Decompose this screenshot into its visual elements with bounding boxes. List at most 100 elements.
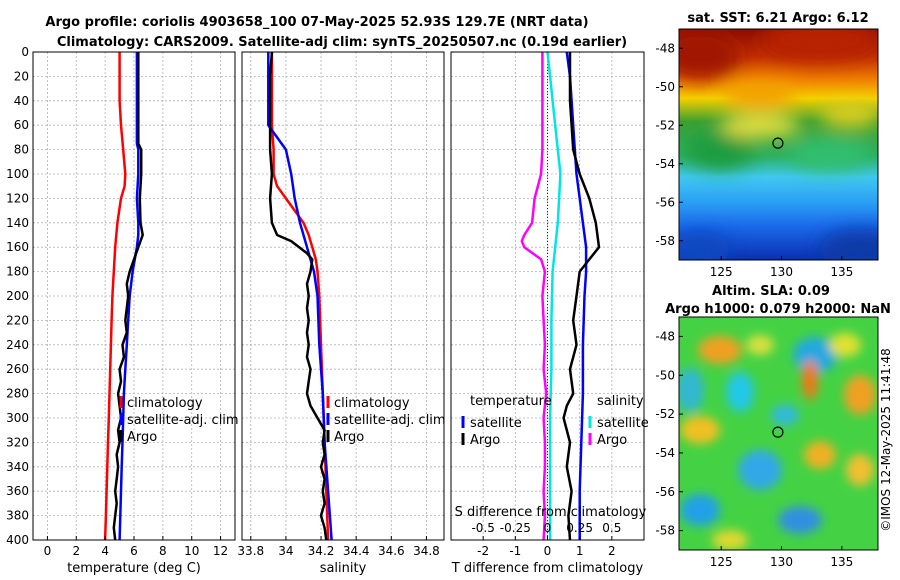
- x-tick-label: 2: [72, 544, 80, 558]
- depth-tick-label: 180: [6, 265, 29, 279]
- sst-map-frame: [678, 28, 879, 261]
- sla-map-subtitle: Argo h1000: 0.079 h2000: NaN: [665, 302, 891, 317]
- x-tick-label: 8: [159, 544, 167, 558]
- map-x-tick-label: 125: [710, 265, 733, 279]
- series-line-satellite-adj-clim: [118, 52, 140, 540]
- depth-tick-label: 0: [21, 45, 29, 59]
- legend-label: satellite: [470, 416, 522, 431]
- map-y-tick-label: -52: [655, 118, 675, 132]
- depth-tick-label: 20: [14, 69, 29, 83]
- depth-tick-label: 300: [6, 411, 29, 425]
- top-tick-label: -0.5: [471, 521, 494, 535]
- x-tick-label: 34: [278, 544, 293, 558]
- depth-tick-label: 280: [6, 387, 29, 401]
- legend-label: Argo: [597, 433, 627, 448]
- figure-title-line1: Argo profile: coriolis 4903658_100 07-Ma…: [45, 15, 588, 30]
- depth-tick-label: 360: [6, 484, 29, 498]
- sla-map-frame: [678, 316, 879, 551]
- depth-tick-label: 160: [6, 240, 29, 254]
- x-tick-label: -1: [509, 544, 521, 558]
- sst-field: [679, 29, 878, 260]
- x-axis-label: T difference from climatology: [451, 561, 644, 576]
- x-tick-label: 1: [576, 544, 584, 558]
- map-y-tick-label: -58: [655, 524, 675, 538]
- x-tick-label: -2: [477, 544, 489, 558]
- salinity-panel: 33.8 34 34.2 34.4 34.6 34.8 salinity climatolog…: [237, 51, 446, 576]
- depth-tick-label: 220: [6, 313, 29, 327]
- top-tick-label: 0.5: [602, 521, 621, 535]
- map-y-tick-label: -56: [655, 485, 675, 499]
- legend-title-temperature: temperature: [470, 394, 552, 409]
- legend-label: satellite: [597, 416, 649, 431]
- series-line-temperature-argo: [562, 52, 601, 540]
- series-line-argo: [112, 52, 144, 540]
- series-line-satellite-adj-clim: [267, 52, 333, 540]
- sst-map-axes: 125 130 135 -48 -50 -52 -54 -56 -58: [655, 41, 853, 279]
- map-y-tick-label: -48: [655, 329, 675, 343]
- panel-frame: [241, 51, 445, 541]
- depth-tick-label: 200: [6, 289, 29, 303]
- map-x-tick-label: 130: [770, 555, 793, 569]
- legend-label: satellite-adj. clim: [334, 413, 446, 428]
- depth-tick-label: 320: [6, 435, 29, 449]
- x-tick-label: 6: [130, 544, 138, 558]
- sst-map-title: sat. SST: 6.21 Argo: 6.12: [687, 11, 868, 26]
- sla-map-title: Altim. SLA: 0.09: [712, 284, 830, 299]
- series-group: [267, 52, 333, 540]
- top-tick-label: 0.25: [566, 521, 593, 535]
- x-axis-label: temperature (deg C): [67, 561, 201, 576]
- depth-tick-label: 40: [14, 94, 29, 108]
- figure-title-line2: Climatology: CARS2009. Satellite-adj cli…: [57, 35, 627, 50]
- legend-label: Argo: [334, 430, 364, 445]
- depth-tick-label: 240: [6, 338, 29, 352]
- x-tick-label: 34.6: [378, 544, 405, 558]
- top-axis-label: S difference from climatology: [455, 505, 647, 520]
- series-line-salinity-argo: [520, 52, 548, 540]
- map-y-tick-label: -50: [655, 368, 675, 382]
- depth-tick-label: 380: [6, 509, 29, 523]
- map-y-tick-label: -54: [655, 446, 675, 460]
- map-x-tick-label: 130: [770, 265, 793, 279]
- top-tick-label: 0: [544, 521, 552, 535]
- series-line-salinity-satellite: [546, 52, 562, 540]
- series-line-argo: [268, 52, 328, 540]
- difference-panel: -2 -1 0 1 2 T difference from climatology temp…: [450, 51, 649, 576]
- legend-label: Argo: [127, 430, 157, 445]
- map-y-tick-label: -50: [655, 80, 675, 94]
- legend-label: climatology: [334, 396, 410, 411]
- map-y-tick-label: -58: [655, 234, 675, 248]
- map-x-tick-label: 135: [830, 555, 853, 569]
- map-x-tick-label: 125: [710, 555, 733, 569]
- x-tick-label: 34.8: [413, 544, 440, 558]
- x-tick-label: 12: [213, 544, 228, 558]
- series-line-temperature-satellite: [565, 52, 588, 540]
- x-tick-label: 10: [184, 544, 199, 558]
- imos-timestamp: ©IMOS 12-May-2025 11:41:48: [879, 348, 893, 532]
- series-group: [520, 52, 601, 540]
- legend-title-salinity: salinity: [597, 394, 644, 409]
- x-tick-label: 0: [544, 544, 552, 558]
- map-y-tick-label: -54: [655, 157, 675, 171]
- map-x-tick-label: 135: [830, 265, 853, 279]
- x-tick-label: 4: [101, 544, 109, 558]
- temperature-panel: 0 2 4 6 8 10 12 temperature (deg C) 0 20 40 60 80 100…: [6, 45, 239, 576]
- sla-map: Altim. SLA: 0.09 Argo h1000: 0.079 h2000…: [655, 284, 890, 569]
- depth-tick-label: 340: [6, 460, 29, 474]
- x-tick-label: 34.4: [343, 544, 370, 558]
- x-tick-label: 33.8: [237, 544, 264, 558]
- depth-tick-label: 100: [6, 167, 29, 181]
- x-tick-label: 34.2: [308, 544, 335, 558]
- legend-label: Argo: [470, 433, 500, 448]
- map-y-tick-label: -52: [655, 407, 675, 421]
- argo-location-marker: [772, 137, 784, 149]
- depth-tick-label: 60: [14, 118, 29, 132]
- x-axis-label: salinity: [320, 561, 367, 576]
- x-tick-label: 2: [608, 544, 616, 558]
- top-tick-label: -0.25: [500, 521, 531, 535]
- depth-tick-label: 120: [6, 191, 29, 205]
- depth-tick-label: 80: [14, 143, 29, 157]
- map-y-tick-label: -48: [655, 41, 675, 55]
- legend-label: climatology: [127, 396, 203, 411]
- argo-location-marker: [772, 426, 784, 438]
